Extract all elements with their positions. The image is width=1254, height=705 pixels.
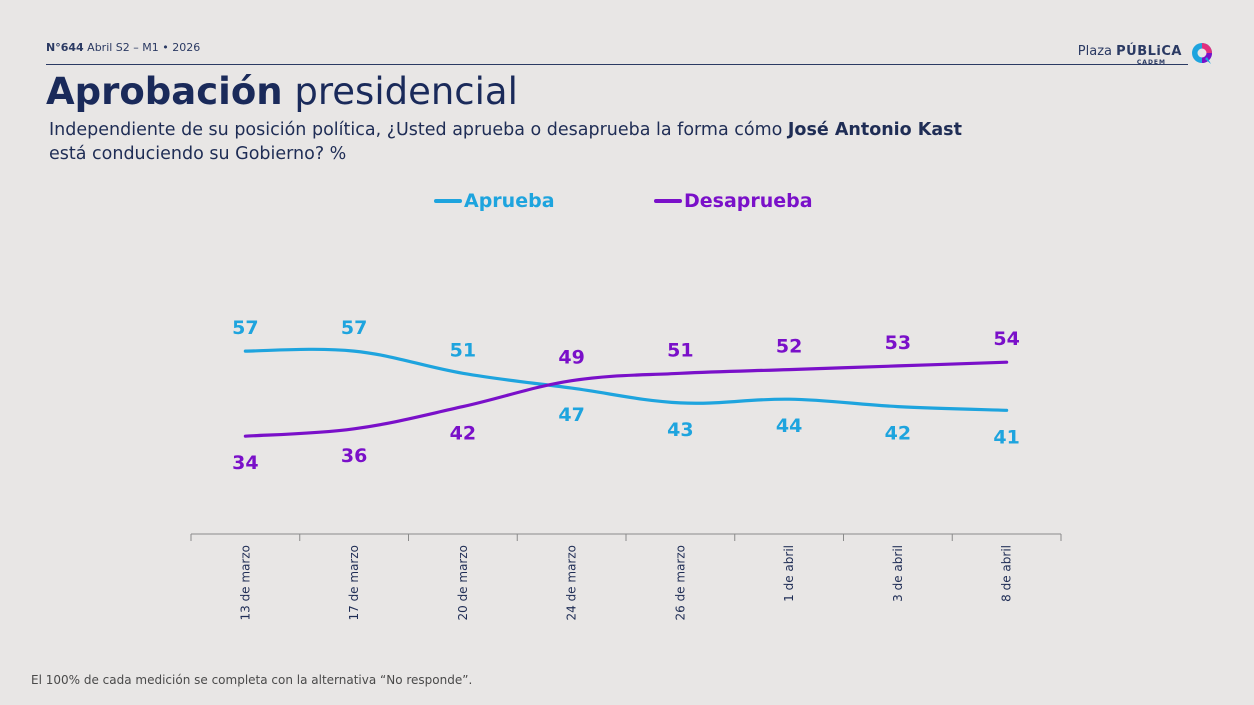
data-label-aprueba: 47: [558, 404, 584, 426]
data-label-aprueba: 57: [341, 317, 367, 339]
data-label-aprueba: 43: [667, 419, 693, 441]
x-tick-label: 1 de abril: [782, 545, 796, 602]
page-title: Aprobación presidencial: [46, 70, 518, 113]
legend-desaprueba-label: Desaprueba: [684, 190, 813, 212]
legend-desaprueba: Desaprueba: [654, 190, 813, 212]
x-tick-label: 20 de marzo: [456, 545, 470, 621]
data-label-desaprueba: 34: [232, 452, 258, 474]
data-label-aprueba: 51: [450, 339, 476, 361]
data-label-desaprueba: 49: [558, 347, 584, 369]
data-label-desaprueba: 36: [341, 445, 367, 467]
issue-detail: Abril S2 – M1 • 2026: [87, 41, 201, 54]
issue-number: N°644: [46, 41, 84, 54]
data-label-aprueba: 57: [232, 317, 258, 339]
data-label-aprueba: 42: [885, 423, 911, 445]
series-line-aprueba: [243, 347, 1009, 412]
brand: Plaza PÚBLiCA: [1078, 44, 1182, 59]
legend-aprueba-label: Aprueba: [464, 190, 555, 212]
legend-aprueba: Aprueba: [434, 190, 555, 212]
question-post: está conduciendo su Gobierno? %: [49, 144, 347, 164]
x-tick-label: 8 de abril: [1000, 545, 1014, 602]
question-pre: Independiente de su posición política, ¿…: [49, 120, 788, 140]
data-label-desaprueba: 53: [885, 332, 911, 354]
question-bold: José Antonio Kast: [787, 120, 962, 140]
legend-aprueba-swatch: [434, 199, 462, 203]
issue-label: N°644 Abril S2 – M1 • 2026: [46, 41, 200, 54]
legend-desaprueba-swatch: [654, 199, 682, 203]
x-tick-label: 24 de marzo: [565, 545, 579, 621]
title-bold: Aprobación: [46, 70, 283, 113]
brand-sub: CADEM: [1136, 59, 1166, 66]
series-line-desaprueba: [243, 360, 1009, 438]
x-tick-label: 17 de marzo: [347, 545, 361, 621]
brand-plaza: Plaza: [1077, 44, 1113, 59]
x-tick-label: 26 de marzo: [673, 545, 687, 621]
data-label-desaprueba: 42: [450, 423, 476, 445]
title-rest: presidencial: [294, 70, 518, 113]
data-label-desaprueba: 54: [993, 328, 1019, 350]
data-label-desaprueba: 52: [776, 336, 802, 358]
brand-publica: PÚBLiCA: [1116, 44, 1182, 59]
brand-logo-icon: [1192, 43, 1212, 64]
x-tick-label: 3 de abril: [891, 545, 905, 602]
data-label-aprueba: 44: [776, 415, 802, 437]
question-text: Independiente de su posición política, ¿…: [49, 118, 1099, 166]
x-tick-label: 13 de marzo: [238, 545, 252, 621]
data-label-desaprueba: 51: [667, 339, 693, 361]
footnote: El 100% de cada medición se completa con…: [31, 673, 473, 687]
data-label-aprueba: 41: [993, 426, 1019, 448]
header-divider: [46, 64, 1188, 65]
